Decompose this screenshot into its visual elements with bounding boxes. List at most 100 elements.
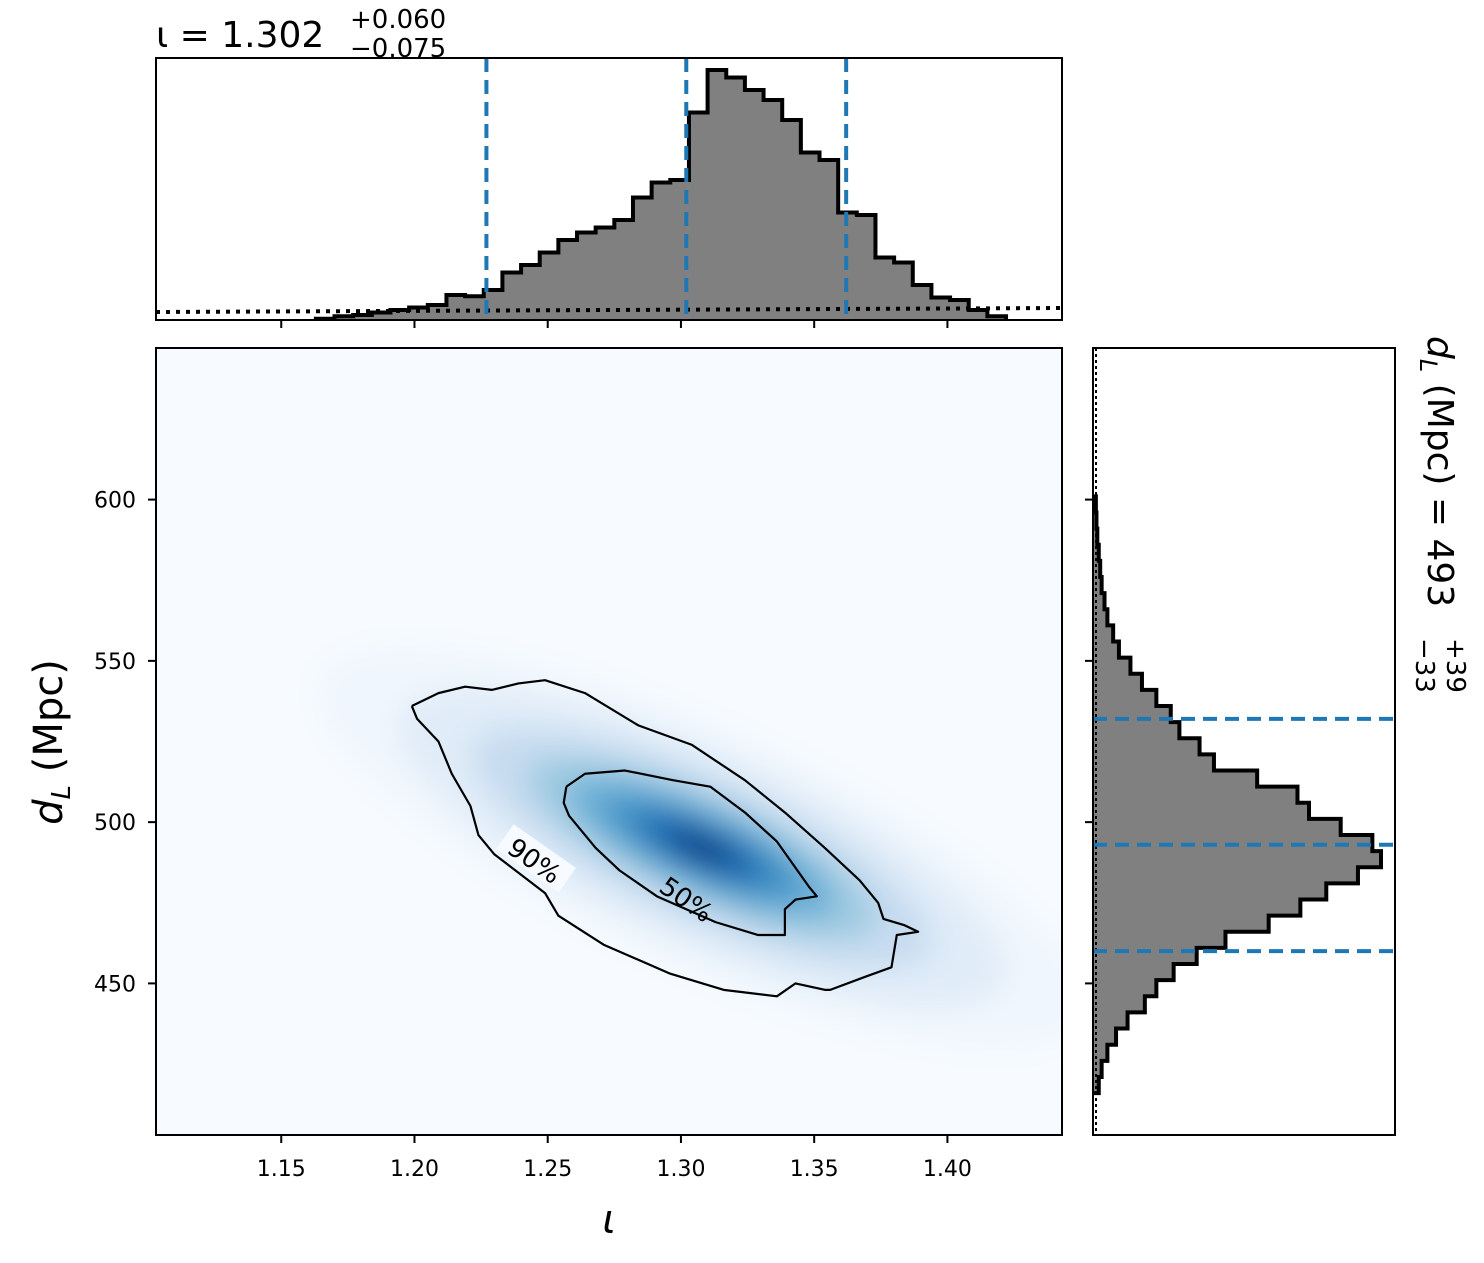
x-tick-label: 1.30 (656, 1157, 705, 1182)
right-hist-bar (1093, 1028, 1117, 1046)
joint-panel-frame (155, 347, 1063, 1136)
top-title: ι = 1.302 +0.060 −0.075 (156, 5, 446, 64)
right-hist-bar (1093, 996, 1145, 1013)
right-marginal-panel (1085, 347, 1396, 1136)
top-hist-bar (819, 160, 839, 320)
right-hist-bar (1093, 883, 1327, 900)
right-title-main: dL (Mpc) = 493 (1414, 336, 1460, 607)
top-hist-bar (632, 197, 653, 320)
x-tick-label: 1.20 (390, 1157, 439, 1182)
right-hist-bar (1093, 609, 1108, 626)
right-hist-bar (1093, 722, 1180, 739)
right-title-minus: −33 (1409, 638, 1439, 693)
top-hist-bar (912, 285, 932, 320)
right-hist-bar (1093, 851, 1381, 868)
right-hist-bar (1093, 673, 1142, 691)
top-hist-bar (651, 182, 671, 320)
x-tick-label: 1.15 (257, 1157, 306, 1182)
top-hist-bar (614, 220, 634, 320)
top-hist-bar (371, 312, 391, 320)
top-hist-bar (595, 227, 615, 320)
right-hist-bar (1093, 689, 1157, 707)
top-title-main: ι = 1.302 (156, 15, 324, 56)
right-hist-bar (1093, 754, 1214, 771)
top-prior-line (156, 306, 1062, 314)
top-hist-bar (390, 310, 410, 320)
top-hist-bar (800, 152, 820, 320)
top-marginal-panel (155, 57, 1063, 328)
top-panel-frame (155, 57, 1063, 321)
right-hist-bar (1093, 738, 1200, 755)
x-tick-label: 1.35 (790, 1157, 839, 1182)
y-tick-label: 550 (94, 650, 136, 675)
top-title-plus: +0.060 (350, 5, 446, 35)
right-hist-bar (1093, 1060, 1102, 1078)
top-hist-bar (539, 252, 559, 320)
right-hist-bar (1093, 641, 1119, 659)
contour-50pct (562, 769, 818, 937)
right-hist-bar (1093, 786, 1298, 804)
top-hist-bar (931, 297, 951, 320)
top-hist-bar (875, 257, 895, 320)
right-hist-bar (1093, 560, 1101, 578)
x-axis-label: ι (602, 1197, 616, 1243)
right-hist-bar (1093, 899, 1301, 917)
y-tick-label: 500 (94, 811, 136, 836)
right-hist-bar (1093, 1012, 1128, 1029)
top-title-minus: −0.075 (350, 34, 446, 64)
right-title-plus: +39 (1440, 638, 1470, 693)
top-hist-bar (577, 232, 597, 320)
joint-density-heatmap (315, 645, 1062, 1051)
top-hist-bar (744, 90, 764, 320)
top-hist-bar (688, 112, 708, 320)
top-hist-bar (446, 295, 466, 320)
right-hist-outline (1093, 494, 1383, 1096)
top-hist-bar (521, 265, 541, 320)
right-panel-ticks (1085, 498, 1093, 985)
right-hist-bar (1093, 1076, 1099, 1094)
right-hist-bar (1093, 802, 1309, 820)
joint-panel: 90%50% 1.15 1.20 1.25 1.30 1.35 1.40450500550… (94, 347, 1063, 1182)
top-hist-bar (763, 100, 783, 320)
y-tick-label: 450 (94, 972, 136, 997)
right-title: dL (Mpc) = 493 +39 −33 (1409, 336, 1470, 693)
right-hist-bar (1093, 964, 1174, 981)
contour-label-patch (496, 824, 576, 893)
right-hist-bar (1093, 915, 1269, 933)
right-hist-bar (1093, 577, 1102, 594)
density-layers (315, 645, 1062, 1051)
x-tick-label: 1.25 (523, 1157, 572, 1182)
x-tick-label: 1.40 (923, 1157, 972, 1182)
top-panel-ticks (280, 320, 949, 328)
right-hist-bar (1093, 770, 1258, 788)
top-hist-bar (502, 272, 522, 320)
right-hist-bar (1093, 706, 1171, 723)
y-axis-label: dL (Mpc) (26, 659, 77, 825)
joint-panel-ticks: 1.15 1.20 1.25 1.30 1.35 1.40 450 500 550 600 (94, 489, 972, 1182)
right-hist-bar (1093, 593, 1105, 610)
top-hist-bar (558, 240, 578, 320)
top-hist-bar (894, 262, 914, 320)
top-hist-bar (856, 215, 876, 320)
right-hist-bar (1093, 657, 1131, 675)
top-hist-bar (353, 315, 373, 320)
right-hist-bar (1093, 931, 1226, 949)
right-hist-bar (1093, 818, 1341, 836)
top-hist-bar (409, 307, 429, 320)
right-histogram-layer (1093, 348, 1395, 1135)
top-histogram-layer (156, 58, 1062, 320)
right-hist-bar (1093, 980, 1157, 997)
right-hist-bar (1093, 625, 1114, 642)
top-hist-bar (707, 70, 727, 320)
top-hist-bar (782, 120, 802, 320)
y-tick-label: 600 (94, 489, 136, 514)
contour-90pct (410, 679, 920, 998)
density-level (681, 836, 723, 859)
right-panel-frame (1092, 347, 1396, 1136)
top-hist-bar (465, 296, 485, 320)
right-hist-bar (1093, 867, 1358, 884)
top-hist-bar (726, 77, 746, 320)
top-hist-outline (313, 68, 1009, 320)
top-hist-bar (968, 310, 988, 320)
